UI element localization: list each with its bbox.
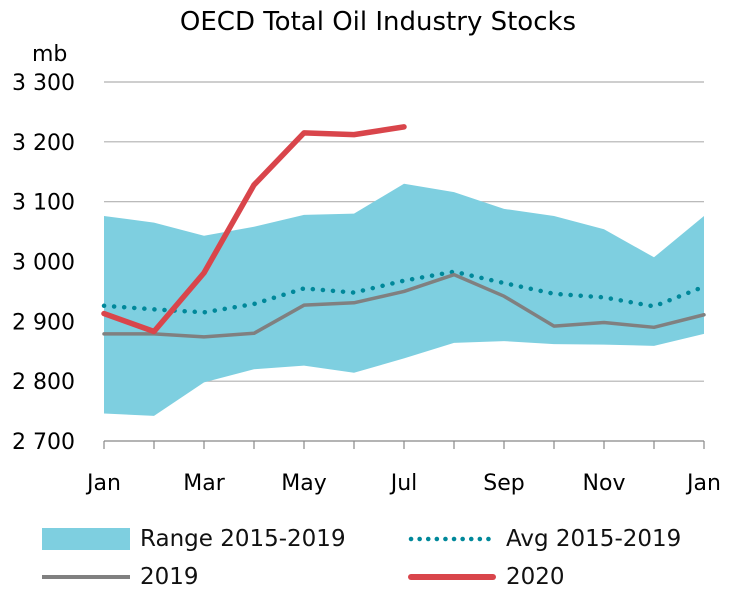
series-line-avg-2015-2019 <box>101 269 707 315</box>
y-tick-label: 3 200 <box>12 131 75 156</box>
legend-label-range: Range 2015-2019 <box>140 526 346 552</box>
legend-swatch-2019 <box>42 575 130 579</box>
y-axis-label: mb <box>32 42 67 67</box>
series-line-2020 <box>101 124 407 335</box>
x-tick-label: Jan <box>85 471 121 496</box>
legend-label-avg: Avg 2015-2019 <box>506 526 682 552</box>
legend-2020: 2020 <box>408 564 565 590</box>
legend-label-2020: 2020 <box>506 564 565 590</box>
y-tick-label: 3 300 <box>12 71 75 96</box>
range-band <box>104 183 704 416</box>
legend-swatch-range <box>42 528 130 550</box>
x-tick-label: Sep <box>483 471 524 496</box>
x-tick-label: Jan <box>685 471 721 496</box>
legend-range: Range 2015-2019 <box>42 526 346 552</box>
x-tick-label: Jul <box>389 471 418 496</box>
y-tick-label: 2 800 <box>12 370 75 395</box>
y-tick-label: 3 000 <box>12 251 75 276</box>
y-tick-label: 3 100 <box>12 191 75 216</box>
series-line-2019 <box>102 272 706 339</box>
x-tick-label: May <box>281 471 326 496</box>
legend-swatch-avg <box>408 536 496 542</box>
legend-2019: 2019 <box>42 564 199 590</box>
legend-avg: Avg 2015-2019 <box>408 526 681 552</box>
legend-swatch-2020 <box>408 574 496 580</box>
x-tick-label: Nov <box>583 471 626 496</box>
legend-label-2019: 2019 <box>140 564 199 590</box>
y-tick-label: 2 900 <box>12 310 75 335</box>
chart-title: OECD Total Oil Industry Stocks <box>180 7 576 37</box>
y-tick-label: 2 700 <box>12 430 75 455</box>
x-tick-label: Mar <box>183 471 225 496</box>
